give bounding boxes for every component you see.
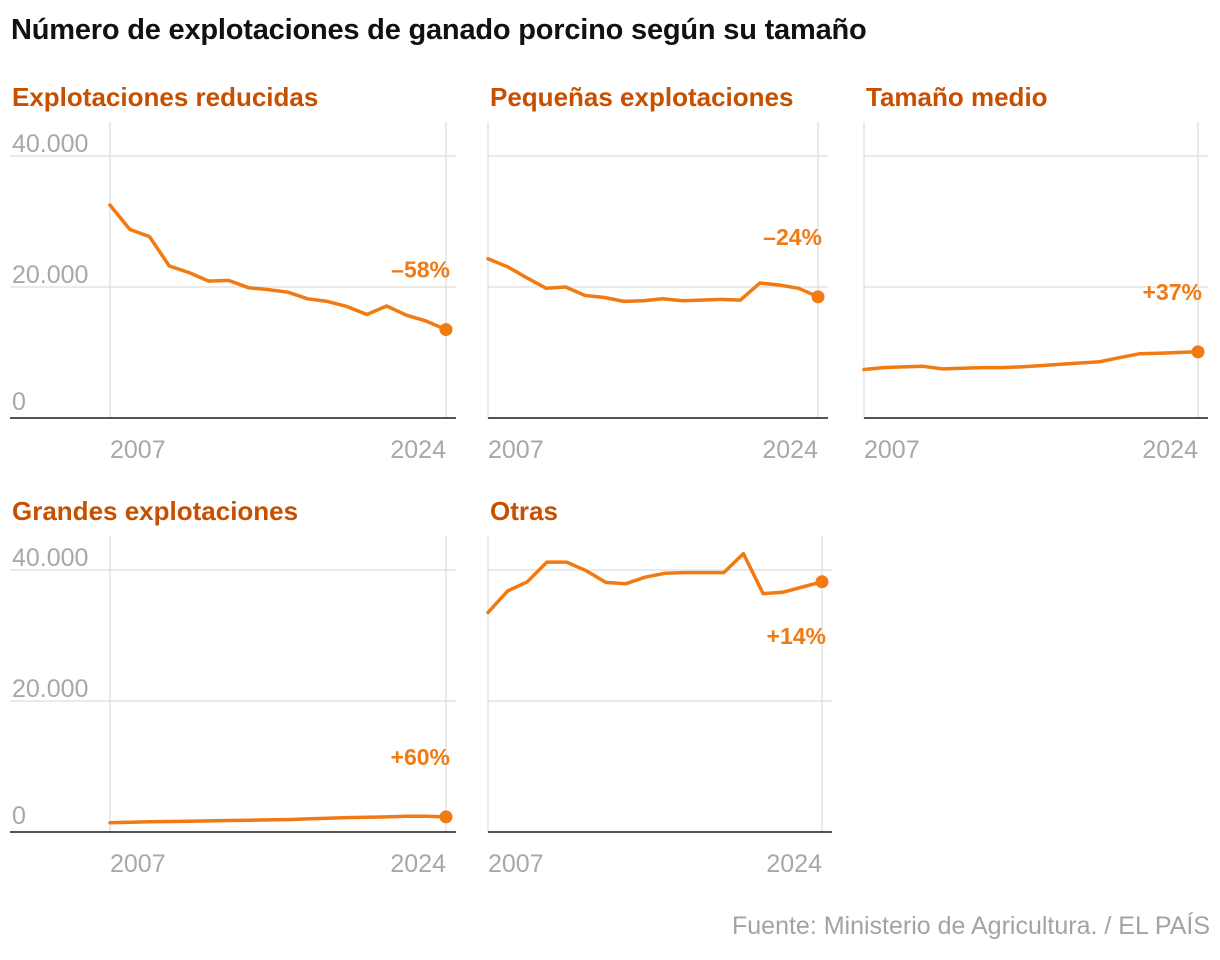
x-tick-label: 2024 — [390, 850, 446, 878]
x-tick-label: 2024 — [1142, 436, 1198, 464]
y-tick-label: 0 — [12, 388, 26, 416]
panel-1: Explotaciones reducidas 0 20.000 40.000 2007… — [10, 82, 456, 464]
panel-title: Otras — [490, 496, 558, 526]
series-line — [486, 257, 820, 304]
x-tick-label: 2024 — [762, 436, 818, 464]
end-point-marker — [815, 575, 829, 589]
panel-title: Pequeñas explotaciones — [490, 82, 793, 112]
x-tick-label: 2007 — [110, 436, 166, 464]
y-tick-label: 0 — [12, 802, 26, 830]
panel-5: Otras 2007 2024 +14% — [486, 496, 832, 878]
x-tick-label: 2007 — [110, 850, 166, 878]
y-tick-label: 40.000 — [12, 130, 88, 158]
change-label: +60% — [391, 744, 450, 770]
series-line — [486, 551, 824, 615]
change-label: –24% — [763, 224, 822, 250]
y-tick-label: 20.000 — [12, 261, 88, 289]
panel-title: Tamaño medio — [866, 82, 1048, 112]
x-tick-label: 2024 — [766, 850, 822, 878]
panel-title: Explotaciones reducidas — [12, 82, 318, 112]
change-label: +37% — [1143, 279, 1202, 305]
x-tick-label: 2024 — [390, 436, 446, 464]
x-tick-label: 2007 — [864, 436, 920, 464]
y-tick-label: 20.000 — [12, 675, 88, 703]
panel-3: Tamaño medio 2007 2024 +37% — [862, 82, 1208, 464]
panel-4: Grandes explotaciones 0 20.000 40.000 2007 20… — [10, 496, 456, 878]
series-line — [108, 814, 448, 825]
chart-title: Número de explotaciones de ganado porcin… — [11, 14, 867, 46]
y-tick-label: 40.000 — [12, 544, 88, 572]
panel-title: Grandes explotaciones — [12, 496, 298, 526]
series-line — [862, 350, 1200, 372]
end-point-marker — [439, 323, 453, 337]
end-point-marker — [811, 290, 825, 304]
end-point-marker — [1191, 345, 1205, 359]
end-point-marker — [439, 810, 453, 824]
change-label: +14% — [767, 623, 826, 649]
x-tick-label: 2007 — [488, 436, 544, 464]
series-line — [108, 203, 448, 332]
change-label: –58% — [391, 257, 450, 283]
x-tick-label: 2007 — [488, 850, 544, 878]
source-credit: Fuente: Ministerio de Agricultura. / EL … — [731, 912, 1210, 940]
panel-2: Pequeñas explotaciones 2007 2024 –24% — [486, 82, 828, 464]
